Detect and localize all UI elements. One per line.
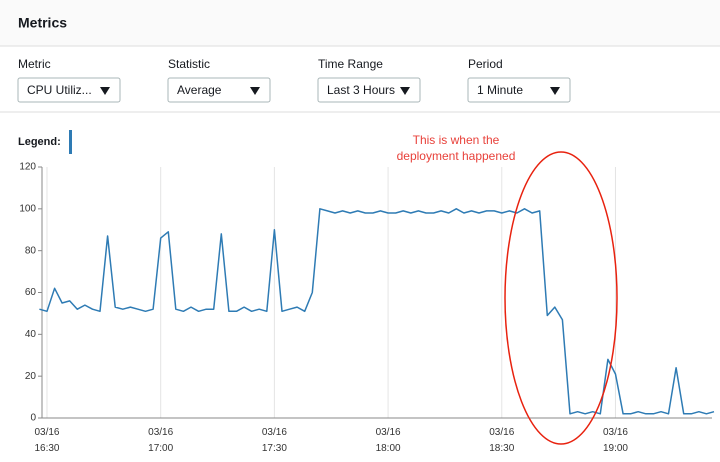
dropdown-value: 1 Minute [477,83,523,97]
dropdown[interactable] [17,77,121,103]
x-tick-label: 03/16 17:30 [262,427,287,454]
dropdown-arrow [550,87,560,95]
dropdown-value: CPU Utiliz... [27,83,92,97]
annotation-line: This is when the [413,133,500,147]
legend-label: Legend: [18,136,61,148]
legend-swatch [69,130,72,154]
y-tick-label: 40 [25,329,37,340]
dropdown-arrow [100,87,110,95]
annotation-ellipse [504,151,618,445]
control-label: Metric [18,57,51,71]
control-label: Statistic [168,57,210,71]
y-tick-label: 60 [25,287,37,298]
dropdown-arrow [250,87,260,95]
header-title: Metrics [18,15,67,31]
header-bar [0,0,720,46]
series-line [39,208,715,415]
dropdown-arrow [400,87,410,95]
control-label: Time Range [318,57,383,71]
x-tick-label: 03/16 17:00 [148,427,173,454]
y-tick-label: 0 [30,413,36,424]
dropdown[interactable] [167,77,271,103]
dropdown-value: Average [177,83,222,97]
x-tick-label: 03/16 19:00 [603,427,628,454]
x-tick-label: 03/16 18:00 [376,427,401,454]
dropdown[interactable] [317,77,421,103]
control-label: Period [468,57,503,71]
dropdown-value: Last 3 Hours [327,83,395,97]
y-tick-label: 100 [19,203,36,214]
y-tick-label: 20 [25,371,37,382]
dropdown[interactable] [467,77,571,103]
y-tick-label: 120 [19,162,36,173]
y-tick-label: 80 [25,245,37,256]
annotation-line: deployment happened [397,149,516,163]
x-tick-label: 03/16 18:30 [489,427,514,454]
x-tick-label: 03/16 16:30 [34,427,59,454]
